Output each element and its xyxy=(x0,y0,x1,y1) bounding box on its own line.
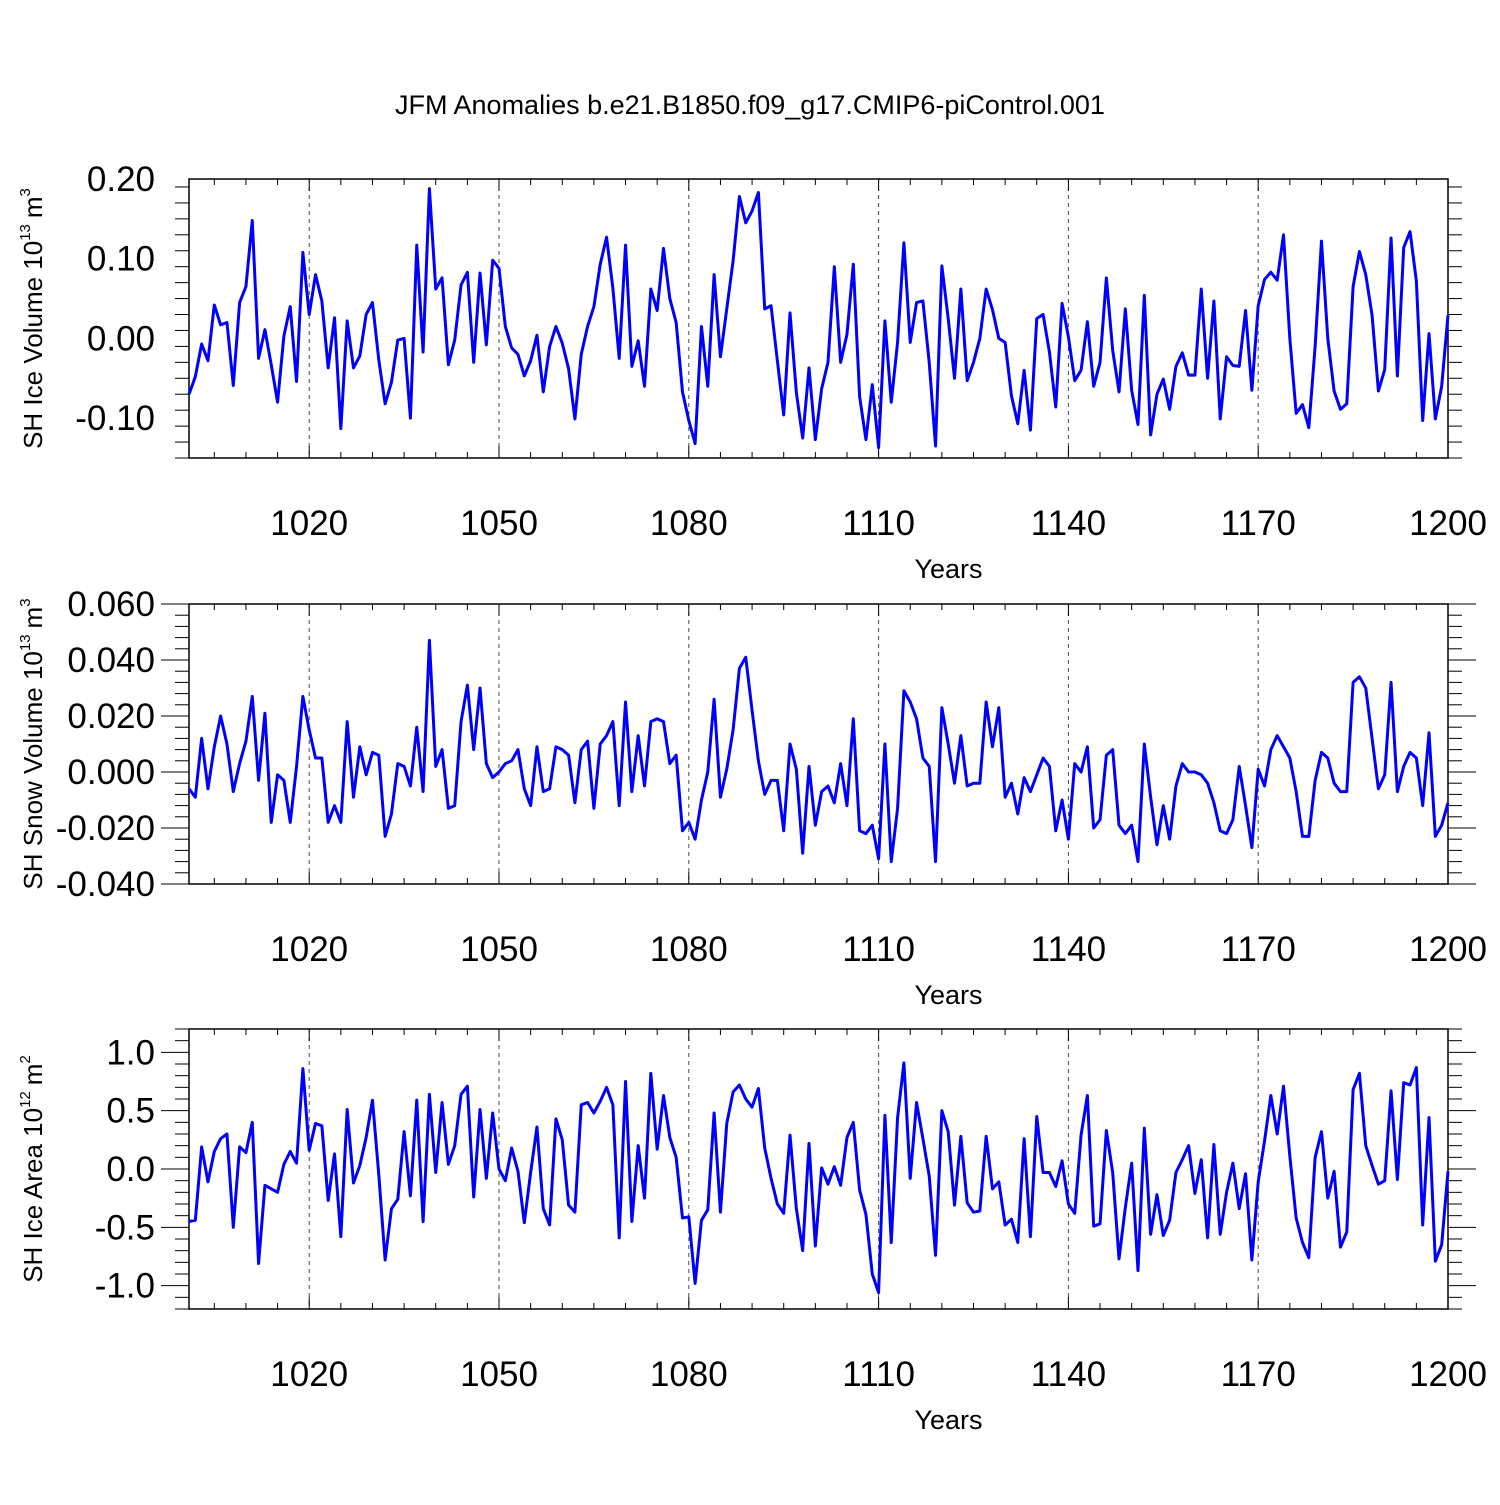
panel-3: 1020 1050 1080 1110 1140 1170 1200 -1.0 -0.5 0.0 0… xyxy=(17,1029,1487,1435)
y-tick-label: 0.20 xyxy=(87,160,155,199)
x-tick-label: 1200 xyxy=(1409,504,1487,543)
y-tick-label: -0.040 xyxy=(56,865,155,904)
y-axis-label-unit-exponent: 3 xyxy=(17,598,34,606)
y-tick-label: -0.020 xyxy=(56,809,155,848)
x-tick-label: 1080 xyxy=(650,1355,728,1394)
x-tick-label: 1200 xyxy=(1409,930,1487,969)
y-axis-label-unit-exponent: 3 xyxy=(17,188,34,196)
y-axis-label-unit-exponent: 2 xyxy=(17,1055,34,1063)
x-tick-label: 1170 xyxy=(1221,504,1296,543)
x-axis-label: Years xyxy=(914,980,982,1010)
x-tick-label: 1140 xyxy=(1031,1355,1106,1394)
panel-2: 1020 1050 1080 1110 1140 1170 1200 -0.040 -0.020… xyxy=(17,585,1487,1010)
y-tick-label: 0.040 xyxy=(67,641,155,680)
series-line xyxy=(189,189,1448,448)
y-axis-label-exponent: 13 xyxy=(17,634,34,651)
y-tick-label: 0.10 xyxy=(87,240,155,279)
x-tick-label: 1050 xyxy=(460,1355,538,1394)
x-tick-label: 1020 xyxy=(270,930,348,969)
y-tick-label: -1.0 xyxy=(95,1267,155,1306)
y-axis-label-exponent: 13 xyxy=(17,224,34,241)
x-tick-label: 1080 xyxy=(650,504,728,543)
y-tick-label: 0.5 xyxy=(106,1092,155,1131)
x-tick-label: 1200 xyxy=(1409,1355,1487,1394)
data-points xyxy=(189,640,1448,861)
series-line xyxy=(189,640,1448,861)
series-line xyxy=(189,1063,1448,1293)
y-tick-label: -0.10 xyxy=(75,399,155,438)
x-tick-label: 1020 xyxy=(270,1355,348,1394)
y-axis-label: SH Snow Volume 1013 m3 xyxy=(17,598,48,889)
x-tick-label: 1050 xyxy=(460,930,538,969)
x-tick-label: 1110 xyxy=(842,504,915,543)
y-axis-label-exponent: 12 xyxy=(17,1091,34,1108)
y-tick-label: 0.000 xyxy=(67,753,155,792)
y-tick-label: 0.020 xyxy=(67,697,155,736)
y-axis-label: SH Ice Volume 1013 m3 xyxy=(17,188,48,449)
figure-title: JFM Anomalies b.e21.B1850.f09_g17.CMIP6-… xyxy=(395,90,1105,120)
y-axis-label-text: SH Ice Area 10 xyxy=(18,1108,48,1283)
y-tick-label: 0.060 xyxy=(67,585,155,624)
y-axis-label-unit: m xyxy=(18,196,48,218)
x-axis-label: Years xyxy=(914,554,982,584)
panel-1: 1020 1050 1080 1110 1140 1170 1200 -0.10 0.00 0.1… xyxy=(17,160,1487,584)
y-tick-label: -0.5 xyxy=(95,1208,155,1247)
y-tick-label: 1.0 xyxy=(106,1033,155,1072)
y-axis-label-text: SH Snow Volume 10 xyxy=(18,651,48,889)
y-axis-label: SH Ice Area 1012 m2 xyxy=(17,1055,48,1283)
x-axis-label: Years xyxy=(914,1405,982,1435)
y-tick-label: 0.00 xyxy=(87,319,155,358)
x-tick-label: 1170 xyxy=(1221,930,1296,969)
plot-frame xyxy=(189,604,1448,884)
y-tick-label: 0.0 xyxy=(106,1150,155,1189)
x-tick-label: 1110 xyxy=(842,1355,915,1394)
x-tick-label: 1050 xyxy=(460,504,538,543)
x-tick-label: 1140 xyxy=(1031,930,1106,969)
y-axis-label-text: SH Ice Volume 10 xyxy=(18,241,48,449)
x-tick-label: 1020 xyxy=(270,504,348,543)
y-axis-label-unit: m xyxy=(18,607,48,629)
x-tick-label: 1140 xyxy=(1031,504,1106,543)
x-tick-label: 1110 xyxy=(842,930,915,969)
x-tick-label: 1080 xyxy=(650,930,728,969)
x-tick-label: 1170 xyxy=(1221,1355,1296,1394)
y-axis-label-unit: m xyxy=(18,1064,48,1086)
